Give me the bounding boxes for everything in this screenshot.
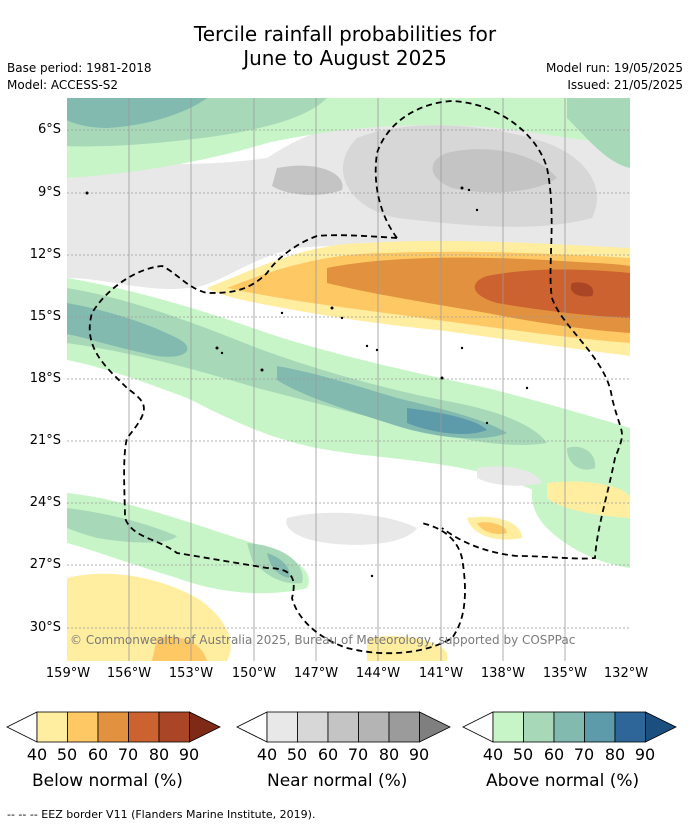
colorbars (6, 711, 677, 743)
lat-label: 9°S (37, 185, 61, 200)
model-name: Model: ACCESS-S2 (7, 78, 119, 92)
cb-tick: 40 (26, 745, 48, 764)
below-normal-colorbar (6, 711, 221, 743)
lon-label: 150°W (231, 666, 277, 681)
above-normal-band-60 (67, 303, 507, 439)
lon-label: 132°W (603, 666, 649, 681)
lon-label: 156°W (106, 666, 152, 681)
islands (85, 186, 529, 578)
grid-lines (67, 129, 630, 629)
lat-label: 27°S (29, 557, 61, 572)
below-normal-s (367, 636, 447, 661)
above-normal-colorbar (462, 711, 677, 743)
cb-tick: 40 (482, 745, 504, 764)
title-line-2: June to August 2025 (243, 46, 447, 70)
below-normal-se (467, 481, 630, 540)
cb-tick: 90 (634, 745, 656, 764)
cb-tick: 60 (87, 745, 109, 764)
near-normal-70b (272, 165, 343, 195)
cb-tick: 70 (347, 745, 369, 764)
near-normal-70 (432, 149, 557, 193)
lon-label: 159°W (45, 666, 91, 681)
meta-left: Base period: 1981-2018 Model: ACCESS-S2 (7, 60, 152, 94)
base-period: Base period: 1981-2018 (7, 61, 152, 75)
below-normal-band-70 (474, 269, 630, 318)
lat-label: 30°S (29, 620, 61, 635)
lat-label: 12°S (29, 247, 61, 262)
above-normal-spot-sw-60 (267, 553, 290, 578)
lat-label: 18°S (29, 371, 61, 386)
below-normal-band-80 (570, 282, 594, 297)
above-normal-ne (567, 98, 630, 168)
cb-tick: 60 (543, 745, 565, 764)
issued-date: Issued: 21/05/2025 (567, 78, 683, 92)
below-normal-sw (67, 573, 231, 661)
near-normal-title: Near normal (%) (267, 771, 408, 791)
title-line-1: Tercile rainfall probabilities for (193, 22, 497, 46)
cb-tick: 80 (378, 745, 400, 764)
meta-right: Model run: 19/05/2025 Issued: 21/05/2025 (546, 60, 683, 94)
cb-tick: 70 (117, 745, 139, 764)
lon-label: 153°W (168, 666, 214, 681)
above-normal-title: Above normal (%) (486, 771, 640, 791)
lat-label: 15°S (29, 309, 61, 324)
cb-tick: 50 (56, 745, 78, 764)
below-normal-se-50 (477, 522, 507, 534)
lat-label: 21°S (29, 433, 61, 448)
cb-tick: 50 (512, 745, 534, 764)
above-normal-se-50 (567, 446, 596, 470)
above-normal-spot-sw (67, 493, 309, 594)
lon-label: 144°W (355, 666, 401, 681)
near-normal-colorbar (236, 711, 451, 743)
lon-label: 141°W (418, 666, 464, 681)
cb-tick: 90 (408, 745, 430, 764)
above-normal-nw-60 (67, 98, 207, 128)
lat-label: 24°S (29, 495, 61, 510)
cb-tick: 80 (148, 745, 170, 764)
eez-footnote: -- -- -- EEZ border V11 (Flanders Marine… (7, 808, 316, 821)
below-normal-sw-50 (152, 636, 207, 661)
cb-tick: 50 (286, 745, 308, 764)
eez-border-west (88, 234, 466, 655)
map-title: Tercile rainfall probabilities for June … (0, 22, 690, 70)
cb-tick: 40 (256, 745, 278, 764)
above-normal-band-70 (407, 408, 487, 434)
cb-tick: 80 (604, 745, 626, 764)
below-normal-title: Below normal (%) (32, 771, 183, 791)
lon-label: 147°W (293, 666, 339, 681)
near-normal-south (286, 466, 542, 545)
probability-map: © Commonwealth of Australia 2025, Bureau… (67, 98, 630, 661)
cb-tick: 90 (178, 745, 200, 764)
model-run: Model run: 19/05/2025 (545, 61, 683, 75)
grid-lines-vertical (128, 98, 566, 661)
cb-tick: 60 (317, 745, 339, 764)
lon-label: 138°W (480, 666, 526, 681)
eez-border-north (374, 100, 623, 560)
above-normal-spot-sw-50 (67, 508, 303, 584)
cb-tick: 70 (573, 745, 595, 764)
lat-label: 6°S (37, 122, 61, 137)
copyright-notice: © Commonwealth of Australia 2025, Bureau… (70, 633, 576, 647)
lon-label: 135°W (542, 666, 588, 681)
map-canvas (67, 98, 630, 661)
